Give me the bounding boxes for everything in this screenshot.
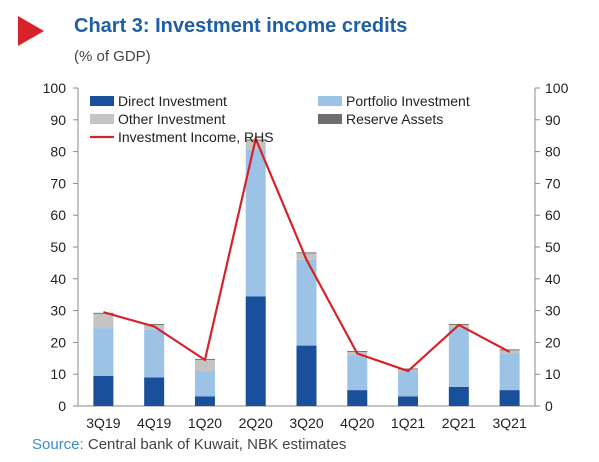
bar [144,323,165,325]
bar [245,140,266,151]
bar [398,396,419,406]
bar [194,396,215,406]
y-tick-label-left: 100 [43,80,67,96]
chart-subtitle: (% of GDP) [74,48,151,65]
bar [347,355,368,391]
bar [245,150,266,297]
x-tick-label: 3Q20 [289,415,323,431]
y-tick-label-left: 80 [50,144,66,160]
y-tick-label-right: 10 [545,366,561,382]
legend-swatch [318,96,342,106]
bar [296,259,317,346]
bar [245,296,266,406]
x-tick-label: 3Q19 [86,415,120,431]
y-tick-label-right: 60 [545,207,561,223]
y-tick-label-right: 70 [545,175,561,191]
legend-label: Other Investment [118,111,225,127]
source-text: Central bank of Kuwait, NBK estimates [83,436,347,453]
bar [194,371,215,397]
y-tick-label-right: 20 [545,334,561,350]
y-tick-label-left: 20 [50,334,66,350]
bar [93,328,114,376]
chart-title: Chart 3: Investment income credits [74,15,408,37]
x-tick-label: 4Q19 [137,415,171,431]
bar [93,375,114,406]
bar [296,252,317,254]
legend-label: Direct Investment [118,93,227,109]
bar [296,253,317,260]
bar [499,349,520,351]
red-triangle-icon [18,16,44,46]
bar [144,377,165,406]
x-tick-label: 4Q20 [340,415,374,431]
y-tick-label-right: 0 [545,398,553,414]
legend-label: Portfolio Investment [346,93,470,109]
bar [499,390,520,406]
y-tick-label-right: 80 [545,144,561,160]
y-tick-label-right: 100 [545,80,569,96]
legend-swatch [90,114,114,124]
y-tick-label-left: 40 [50,271,66,287]
source-label: Source: [32,436,84,453]
y-tick-label-right: 90 [545,112,561,128]
y-tick-label-left: 90 [50,112,66,128]
bar [499,353,520,391]
bar [93,313,114,329]
y-tick-label-right: 40 [545,271,561,287]
series-line [103,135,511,373]
y-tick-label-left: 30 [50,303,66,319]
source-note: Source: Central bank of Kuwait, NBK esti… [32,436,346,453]
bar [398,368,419,370]
x-tick-label: 2Q21 [442,415,476,431]
bar [448,324,469,329]
x-tick-label: 1Q20 [188,415,222,431]
legend-swatch [318,114,342,124]
bar [144,329,165,378]
y-tick-label-left: 60 [50,207,66,223]
x-tick-label: 3Q21 [492,415,526,431]
y-tick-label-left: 50 [50,239,66,255]
legend-label: Investment Income, RHS [118,129,274,145]
bar [448,328,469,387]
legend-swatch [90,96,114,106]
y-tick-label-right: 50 [545,239,561,255]
bar [398,371,419,397]
x-tick-label: 2Q20 [239,415,273,431]
y-tick-label-left: 70 [50,175,66,191]
bar [448,386,469,406]
bar [194,359,215,372]
legend-label: Reserve Assets [346,111,443,127]
y-tick-label-left: 0 [58,398,66,414]
y-tick-label-left: 10 [50,366,66,382]
bar [347,390,368,406]
y-tick-label-right: 30 [545,303,561,319]
bar [296,345,317,406]
x-tick-label: 1Q21 [391,415,425,431]
